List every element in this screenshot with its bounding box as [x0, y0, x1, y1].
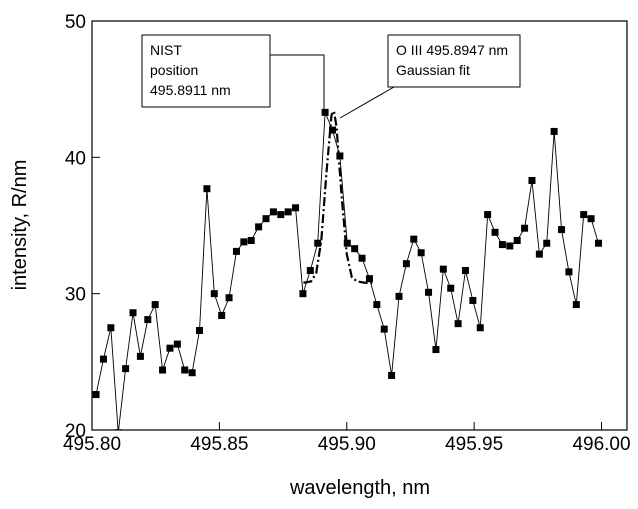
x-tick-label: 495.95 — [445, 434, 503, 455]
data-point — [114, 429, 122, 430]
data-point — [380, 325, 388, 333]
data-point — [144, 316, 152, 324]
data-point — [284, 208, 292, 216]
data-point — [521, 224, 529, 232]
y-tick-label: 50 — [65, 12, 86, 33]
annotation-box — [141, 34, 271, 108]
data-point — [292, 204, 300, 212]
data-point — [447, 284, 455, 292]
data-point — [439, 265, 447, 273]
data-point — [565, 268, 573, 276]
data-point — [136, 352, 144, 360]
data-point — [558, 226, 566, 234]
data-point — [388, 371, 396, 379]
data-point — [203, 185, 211, 193]
annotations — [141, 34, 521, 119]
data-point — [528, 177, 536, 185]
data-point — [92, 391, 100, 399]
x-axis-label: wavelength, nm — [289, 477, 430, 499]
data-point — [306, 266, 314, 274]
data-point — [247, 236, 255, 244]
x-tick-label: 496.00 — [572, 434, 630, 455]
data-point — [351, 245, 359, 253]
data-point — [476, 324, 484, 332]
y-tick-label: 40 — [65, 148, 86, 169]
annotation-text: O III 495.8947 nm — [396, 42, 508, 58]
annotation-text: Gaussian fit — [396, 62, 470, 78]
data-point — [373, 301, 381, 309]
data-point — [151, 301, 159, 309]
data-point — [572, 301, 580, 309]
annotation-text: NIST — [150, 42, 182, 58]
data-point — [506, 242, 514, 250]
y-tick-label: 30 — [65, 285, 86, 306]
data-point — [425, 288, 433, 296]
data-point — [358, 254, 366, 262]
data-point — [255, 223, 263, 231]
x-tick-label: 495.85 — [190, 434, 248, 455]
x-tick-label: 495.90 — [318, 434, 376, 455]
annotation-text: 495.8911 nm — [150, 82, 231, 98]
data-point — [269, 208, 277, 216]
data-point — [594, 239, 602, 247]
data-point — [461, 266, 469, 274]
data-point — [159, 366, 167, 374]
data-point — [513, 236, 521, 244]
plot-area — [92, 107, 602, 430]
data-point — [314, 239, 322, 247]
data-point — [299, 290, 307, 298]
data-point — [129, 309, 137, 317]
data-point — [365, 275, 373, 283]
data-point — [484, 211, 492, 219]
data-point — [543, 239, 551, 247]
data-point — [402, 260, 410, 268]
data-point — [395, 292, 403, 300]
data-point — [336, 152, 344, 160]
data-point — [343, 239, 351, 247]
data-point — [181, 366, 189, 374]
leader-line — [270, 54, 325, 110]
data-point — [277, 211, 285, 219]
data-point — [498, 241, 506, 249]
data-point — [328, 126, 336, 134]
data-point — [491, 228, 499, 236]
annotation-box — [387, 34, 521, 88]
fit-curve — [303, 107, 373, 284]
data-point — [550, 127, 558, 135]
y-axis-label: intensity, R/nm — [9, 160, 31, 291]
y-tick-label: 20 — [65, 421, 86, 442]
data-point — [218, 311, 226, 319]
data-point — [173, 340, 181, 348]
data-point — [122, 365, 130, 373]
data-point — [240, 238, 248, 246]
data-point — [432, 346, 440, 354]
data-point — [580, 211, 588, 219]
data-point — [535, 250, 543, 258]
leader-line — [339, 86, 395, 119]
x-tick-label: 495.80 — [63, 434, 121, 455]
plot-frame — [91, 20, 628, 431]
data-point — [321, 108, 329, 116]
data-point — [454, 320, 462, 328]
data-point — [410, 235, 418, 243]
data-point — [469, 296, 477, 304]
data-point — [166, 344, 174, 352]
data-point — [417, 249, 425, 257]
annotation-text: position — [150, 62, 198, 78]
data-point — [262, 215, 270, 223]
data-point — [188, 369, 196, 377]
data-point — [232, 247, 240, 255]
data-point — [587, 215, 595, 223]
data-point — [99, 355, 107, 363]
data-point — [196, 326, 204, 334]
data-point — [210, 290, 218, 298]
data-point — [107, 324, 115, 332]
data-point — [225, 294, 233, 302]
